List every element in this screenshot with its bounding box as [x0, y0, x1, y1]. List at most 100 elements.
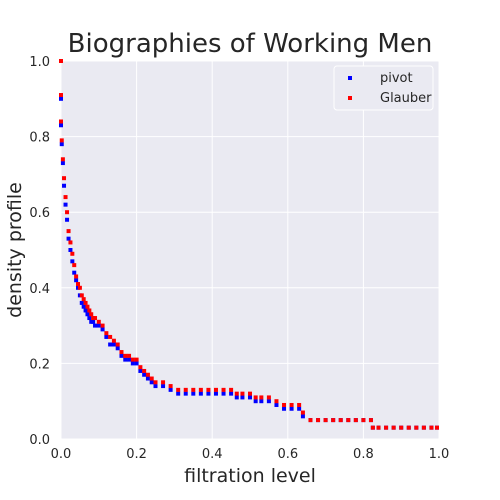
- data-point-pivot-4: [60, 161, 65, 166]
- data-point-pivot-11: [72, 270, 77, 275]
- data-point-pivot-24: [100, 327, 105, 332]
- data-point-glauber-50: [240, 391, 245, 396]
- data-point-pivot-10: [70, 259, 75, 264]
- data-point-glauber-49: [234, 391, 239, 396]
- legend: pivot Glauber: [333, 65, 434, 111]
- data-point-pivot-9: [68, 248, 73, 252]
- data-point-glauber-23: [96, 319, 101, 324]
- data-point-glauber-63: [331, 418, 336, 423]
- data-point-pivot-39: [161, 384, 166, 389]
- data-point-glauber-10: [70, 251, 75, 256]
- data-point-pivot-26: [108, 342, 113, 347]
- data-point-pivot-2: [59, 123, 63, 128]
- data-point-glauber-28: [115, 342, 120, 347]
- data-point-pivot-36: [145, 376, 150, 381]
- data-point-glauber-76: [421, 425, 426, 430]
- data-point-glauber-74: [406, 425, 411, 430]
- y-tick-label-0: 0.0: [29, 433, 50, 448]
- data-point-glauber-16: [81, 297, 86, 302]
- data-point-glauber-31: [127, 353, 132, 358]
- data-point-pivot-53: [259, 399, 264, 404]
- x-tick-label-4: 0.8: [353, 447, 374, 462]
- data-point-pivot-22: [93, 323, 98, 328]
- data-point-glauber-6: [63, 195, 68, 200]
- data-point-pivot-34: [138, 368, 143, 373]
- data-point-glauber-71: [384, 425, 389, 430]
- data-points: [59, 59, 439, 430]
- data-point-glauber-11: [72, 263, 77, 268]
- data-point-pivot-27: [111, 342, 116, 347]
- data-point-glauber-12: [74, 274, 79, 279]
- data-point-glauber-55: [274, 399, 279, 404]
- legend-label-glauber: Glauber: [380, 91, 432, 106]
- data-point-glauber-65: [346, 418, 351, 423]
- tick-labels: 0.0 0.2 0.4 0.6 0.8 1.0 0.0 0.2 0.4 0.6 0.8 1.0: [29, 55, 449, 462]
- y-tick-label-4: 0.8: [29, 131, 50, 146]
- data-point-glauber-8: [66, 229, 71, 234]
- data-point-glauber-27: [111, 338, 116, 343]
- x-tick-label-0: 0.0: [51, 447, 72, 462]
- data-point-pivot-19: [87, 316, 92, 321]
- data-point-glauber-35: [142, 368, 147, 373]
- data-point-pivot-38: [153, 384, 158, 389]
- data-point-pivot-42: [183, 391, 188, 396]
- data-point-pivot-52: [253, 399, 258, 404]
- data-point-pivot-30: [123, 357, 128, 362]
- data-point-pivot-3: [59, 142, 64, 147]
- data-point-pivot-40: [168, 387, 173, 392]
- x-tick-label-3: 0.6: [277, 447, 298, 462]
- data-point-pivot-59: [300, 414, 305, 419]
- data-point-glauber-18: [85, 304, 90, 309]
- grid-lines: [60, 60, 440, 440]
- data-point-pivot-44: [198, 391, 203, 396]
- legend-marker-glauber: [348, 96, 352, 100]
- data-point-glauber-46: [213, 387, 218, 392]
- data-point-pivot-50: [240, 395, 245, 400]
- data-point-glauber-69: [370, 425, 375, 430]
- data-point-glauber-56: [282, 402, 287, 407]
- x-tick-label-5: 1.0: [429, 447, 450, 462]
- legend-box: [333, 65, 434, 111]
- data-point-glauber-44: [198, 387, 203, 392]
- data-point-glauber-26: [108, 334, 113, 339]
- data-point-glauber-62: [323, 418, 328, 423]
- data-point-pivot-5: [62, 183, 67, 188]
- data-point-pivot-6: [63, 202, 68, 207]
- data-point-pivot-16: [81, 304, 86, 309]
- data-point-glauber-1: [59, 93, 63, 98]
- data-point-glauber-48: [229, 387, 234, 392]
- data-point-glauber-47: [221, 387, 226, 392]
- data-point-pivot-57: [289, 406, 294, 411]
- y-tick-label-1: 0.2: [29, 357, 50, 372]
- data-point-pivot-7: [65, 217, 70, 222]
- data-point-pivot-41: [176, 391, 181, 396]
- data-point-glauber-41: [176, 387, 181, 392]
- data-point-pivot-29: [119, 353, 124, 358]
- data-point-glauber-52: [253, 395, 258, 400]
- data-point-glauber-4: [60, 157, 65, 162]
- data-point-pivot-56: [282, 406, 287, 411]
- data-point-glauber-67: [361, 418, 366, 423]
- data-point-pivot-51: [248, 395, 252, 400]
- x-tick-label-1: 0.2: [126, 447, 147, 462]
- x-tick-label-2: 0.4: [202, 447, 223, 462]
- data-point-glauber-61: [316, 418, 321, 423]
- data-point-glauber-72: [391, 425, 396, 430]
- legend-label-pivot: pivot: [380, 71, 413, 86]
- data-point-glauber-38: [153, 380, 158, 385]
- data-point-pivot-55: [274, 402, 279, 407]
- data-point-glauber-29: [119, 350, 124, 355]
- data-point-pivot-54: [266, 399, 271, 404]
- data-point-pivot-17: [83, 308, 88, 313]
- y-tick-label-3: 0.6: [29, 206, 50, 221]
- data-point-glauber-15: [79, 293, 84, 298]
- data-point-glauber-54: [266, 395, 271, 400]
- data-point-glauber-22: [93, 316, 98, 321]
- data-point-glauber-68: [368, 418, 373, 423]
- data-point-glauber-33: [134, 357, 139, 362]
- data-point-glauber-40: [168, 384, 173, 389]
- data-point-glauber-75: [414, 425, 419, 430]
- y-axis-label: density profile: [4, 182, 26, 318]
